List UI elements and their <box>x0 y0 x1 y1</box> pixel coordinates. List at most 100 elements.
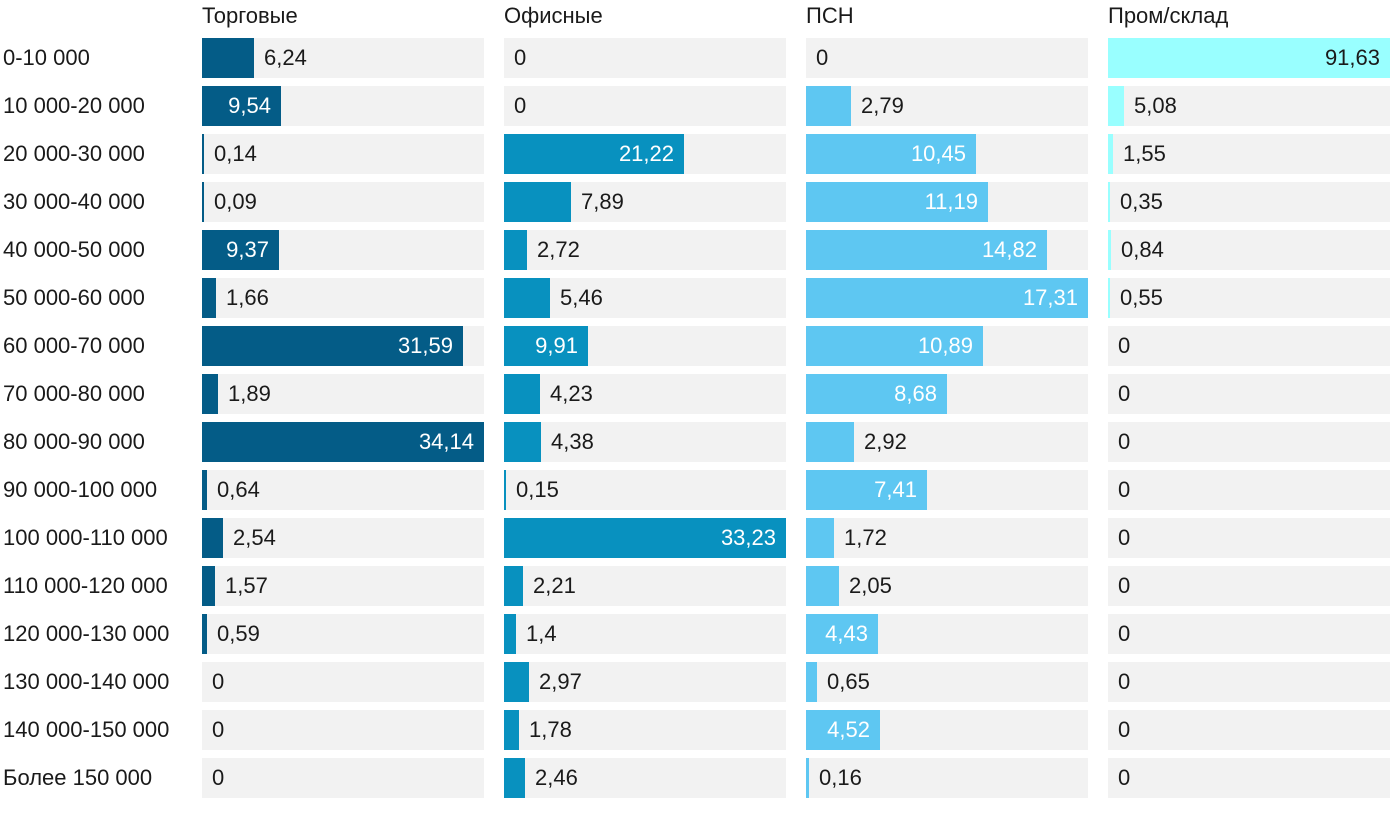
bar-track: 2,46 <box>504 758 786 798</box>
data-label: 9,91 <box>535 333 578 358</box>
bar-track: 2,92 <box>806 422 1088 462</box>
series-title: Пром/склад <box>1108 3 1229 28</box>
data-label: 9,37 <box>226 237 269 262</box>
bar-track: 2,72 <box>504 230 786 270</box>
bar-track: 4,23 <box>504 374 786 414</box>
bar-офисные-15 <box>504 758 525 798</box>
data-label: 1,78 <box>529 717 572 742</box>
data-label: 1,4 <box>526 621 557 646</box>
bar-track: 1,78 <box>504 710 786 750</box>
bar-псн-12 <box>806 614 878 654</box>
data-label: 8,68 <box>894 381 937 406</box>
data-label: 2,21 <box>533 573 576 598</box>
bar-псн-8 <box>806 422 854 462</box>
bar-track: 34,14 <box>202 422 484 462</box>
bar-офисные-8 <box>504 422 541 462</box>
bar-track: 5,08 <box>1108 86 1390 126</box>
bar-track: 0,16 <box>806 758 1088 798</box>
bar-офисные-4 <box>504 230 527 270</box>
bar-псн-5 <box>806 278 1088 318</box>
data-label: 0,15 <box>516 477 559 502</box>
data-label: 21,22 <box>618 141 674 166</box>
bar-track: 7,41 <box>806 470 1088 510</box>
bar-офисные-13 <box>504 662 529 702</box>
bar-track: 1,72 <box>806 518 1088 558</box>
data-label: 0 <box>212 669 225 694</box>
data-label: 4,43 <box>825 621 868 646</box>
bar-track: 0 <box>1108 470 1390 510</box>
bar-псн-2 <box>806 134 976 174</box>
data-label: 7,41 <box>874 477 917 502</box>
bar-track: 0 <box>202 662 484 702</box>
category-label: 30 000-40 000 <box>3 189 145 214</box>
bar-торговые-12 <box>202 614 207 654</box>
data-label: 1,57 <box>225 573 268 598</box>
bar-track: 1,66 <box>202 278 484 318</box>
bar-track: 4,38 <box>504 422 786 462</box>
data-label: 10,89 <box>917 333 973 358</box>
bar-офисные-3 <box>504 182 571 222</box>
data-label: 0,09 <box>214 189 257 214</box>
bar-track: 6,24 <box>202 38 484 78</box>
bar-track: 21,22 <box>504 134 786 174</box>
bar-track: 0,09 <box>202 182 484 222</box>
data-label: 2,54 <box>233 525 276 550</box>
data-label: 2,05 <box>849 573 892 598</box>
data-label: 6,24 <box>264 45 307 70</box>
bar-track: 10,45 <box>806 134 1088 174</box>
bar-track: 11,19 <box>806 182 1088 222</box>
bar-track: 2,05 <box>806 566 1088 606</box>
bar-торговые-4 <box>202 230 279 270</box>
data-label: 4,52 <box>827 717 870 742</box>
data-label: 2,79 <box>861 93 904 118</box>
bar-track: 0,35 <box>1108 182 1390 222</box>
data-label: 0 <box>514 45 527 70</box>
data-label: 2,97 <box>539 669 582 694</box>
bar-track: 9,37 <box>202 230 484 270</box>
bar-торговые-6 <box>202 326 463 366</box>
bar-track: 0 <box>202 758 484 798</box>
bar-пром-склад-4 <box>1108 230 1111 270</box>
bar-псн-13 <box>806 662 817 702</box>
bar-офисные-2 <box>504 134 684 174</box>
bar-track: 2,54 <box>202 518 484 558</box>
bar-офисные-10 <box>504 518 786 558</box>
data-label: 34,14 <box>418 429 474 454</box>
bar-псн-10 <box>806 518 834 558</box>
bar-торговые-11 <box>202 566 215 606</box>
data-label: 0 <box>1118 429 1131 454</box>
data-label: 0 <box>1118 477 1131 502</box>
bar-пром-склад-5 <box>1108 278 1110 318</box>
bar-track: 0 <box>1108 758 1390 798</box>
category-label: 90 000-100 000 <box>3 477 158 502</box>
bar-track: 10,89 <box>806 326 1088 366</box>
data-label: 0 <box>212 765 225 790</box>
series-title: Офисные <box>504 3 603 28</box>
bar-торговые-10 <box>202 518 223 558</box>
bar-track: 2,97 <box>504 662 786 702</box>
bar-track: 0 <box>806 38 1088 78</box>
category-label: 60 000-70 000 <box>3 333 145 358</box>
bar-псн-14 <box>806 710 880 750</box>
data-label: 0 <box>1118 621 1131 646</box>
bar-track: 0,59 <box>202 614 484 654</box>
bar-track: 9,91 <box>504 326 786 366</box>
bar-track: 0,55 <box>1108 278 1390 318</box>
category-label: 120 000-130 000 <box>3 621 170 646</box>
bar-псн-1 <box>806 86 851 126</box>
bar-офисные-12 <box>504 614 516 654</box>
bar-track: 2,79 <box>806 86 1088 126</box>
category-label: 80 000-90 000 <box>3 429 145 454</box>
bar-торговые-9 <box>202 470 207 510</box>
category-label: 10 000-20 000 <box>3 93 145 118</box>
data-label: 11,19 <box>924 189 978 214</box>
data-label: 33,23 <box>720 525 776 550</box>
bar-track: 14,82 <box>806 230 1088 270</box>
bar-track: 4,43 <box>806 614 1088 654</box>
category-label: 0-10 000 <box>3 45 90 70</box>
bar-track: 1,57 <box>202 566 484 606</box>
data-label: 5,08 <box>1134 93 1177 118</box>
bar-track: 1,89 <box>202 374 484 414</box>
data-label: 17,31 <box>1022 285 1078 310</box>
bar-track: 9,54 <box>202 86 484 126</box>
